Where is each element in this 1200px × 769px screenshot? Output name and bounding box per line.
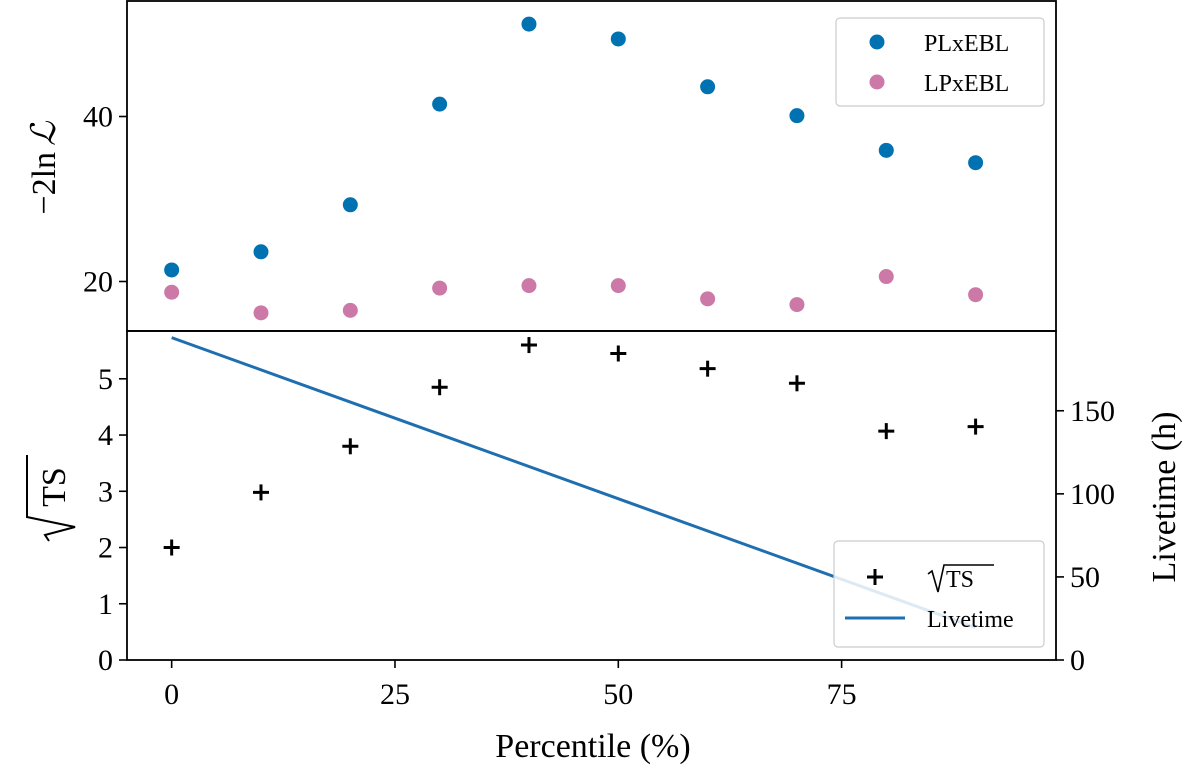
sqrt-radical-symbol (26, 455, 76, 542)
point-plxebl (878, 142, 894, 158)
point-sqrt-ts (163, 539, 180, 556)
bottom-left-y-tick-label: 0 (98, 644, 113, 677)
point-sqrt-ts (878, 423, 895, 440)
point-lpxebl (164, 284, 180, 300)
point-lpxebl (878, 269, 894, 285)
legend-label-plxebl: PLxEBL (924, 31, 1009, 57)
point-lpxebl (253, 305, 269, 321)
bottom-legend: TS Livetime (833, 540, 1045, 648)
point-plxebl (253, 244, 269, 260)
legend-label-lpxebl: LPxEBL (924, 71, 1009, 97)
bottom-left-y-tick-label: 1 (98, 588, 113, 621)
point-plxebl (610, 31, 626, 47)
point-lpxebl (700, 291, 716, 307)
point-sqrt-ts (431, 379, 448, 396)
point-lpxebl (789, 297, 805, 313)
legend-marker-plxebl (869, 34, 885, 50)
top-legend: PLxEBL LPxEBL (835, 17, 1045, 107)
bottom-right-y-tick-label: 0 (1070, 644, 1085, 677)
bottom-left-y-tick-label: 2 (98, 532, 113, 565)
bottom-right-y-tick-label: 150 (1070, 395, 1115, 428)
point-plxebl (164, 262, 180, 278)
bottom-left-y-tick-label: 5 (98, 363, 113, 396)
top-y-axis-label: −2lnℒ (26, 120, 63, 215)
bottom-y-axis-label: TS (26, 455, 76, 542)
x-tick-label: 50 (603, 678, 633, 711)
x-axis-label: Percentile (%) (495, 728, 690, 765)
point-lpxebl (610, 278, 626, 294)
right-y-axis-label: Livetime (h) (1146, 412, 1183, 583)
point-sqrt-ts (699, 360, 716, 377)
axes-frames (126, 0, 1057, 661)
legend-sqrt-radical (927, 564, 994, 593)
legend-marker-sqrt-ts (867, 569, 883, 585)
bottom-left-y-tick-label: 3 (98, 475, 113, 508)
point-sqrt-ts (967, 418, 984, 435)
point-sqrt-ts (342, 438, 359, 455)
point-lpxebl (521, 278, 537, 294)
top-y-tick-label: 20 (83, 266, 113, 299)
x-tick-label: 25 (380, 678, 410, 711)
bottom-left-y-tick-label: 4 (98, 419, 113, 452)
legend-label-livetime: Livetime (927, 607, 1014, 633)
point-sqrt-ts (520, 337, 537, 354)
point-plxebl (521, 16, 537, 32)
point-lpxebl (968, 287, 984, 303)
x-tick-label: 75 (827, 678, 857, 711)
legend-label-sqrt-ts: TS (946, 567, 974, 593)
data-layer (163, 16, 984, 630)
point-sqrt-ts (610, 345, 627, 362)
point-sqrt-ts (252, 484, 269, 501)
point-plxebl (700, 79, 716, 95)
point-plxebl (968, 155, 984, 171)
bottom-axes-frame (126, 330, 1057, 661)
point-plxebl (789, 108, 805, 124)
point-lpxebl (342, 302, 358, 318)
top-y-tick-label: 40 (83, 101, 113, 134)
legend-marker-lpxebl (869, 74, 885, 90)
x-tick-label: 0 (164, 678, 179, 711)
point-sqrt-ts (788, 375, 805, 392)
bottom-right-y-tick-label: 50 (1070, 561, 1100, 594)
point-plxebl (432, 96, 448, 112)
bottom-right-y-tick-label: 100 (1070, 478, 1115, 511)
point-lpxebl (432, 280, 448, 296)
point-plxebl (342, 197, 358, 213)
bottom-y-axis-label-text: TS (36, 467, 73, 507)
